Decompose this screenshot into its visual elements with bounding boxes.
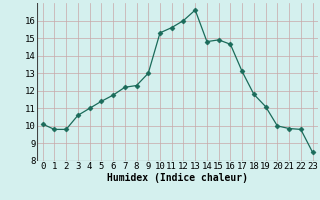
- X-axis label: Humidex (Indice chaleur): Humidex (Indice chaleur): [107, 173, 248, 183]
